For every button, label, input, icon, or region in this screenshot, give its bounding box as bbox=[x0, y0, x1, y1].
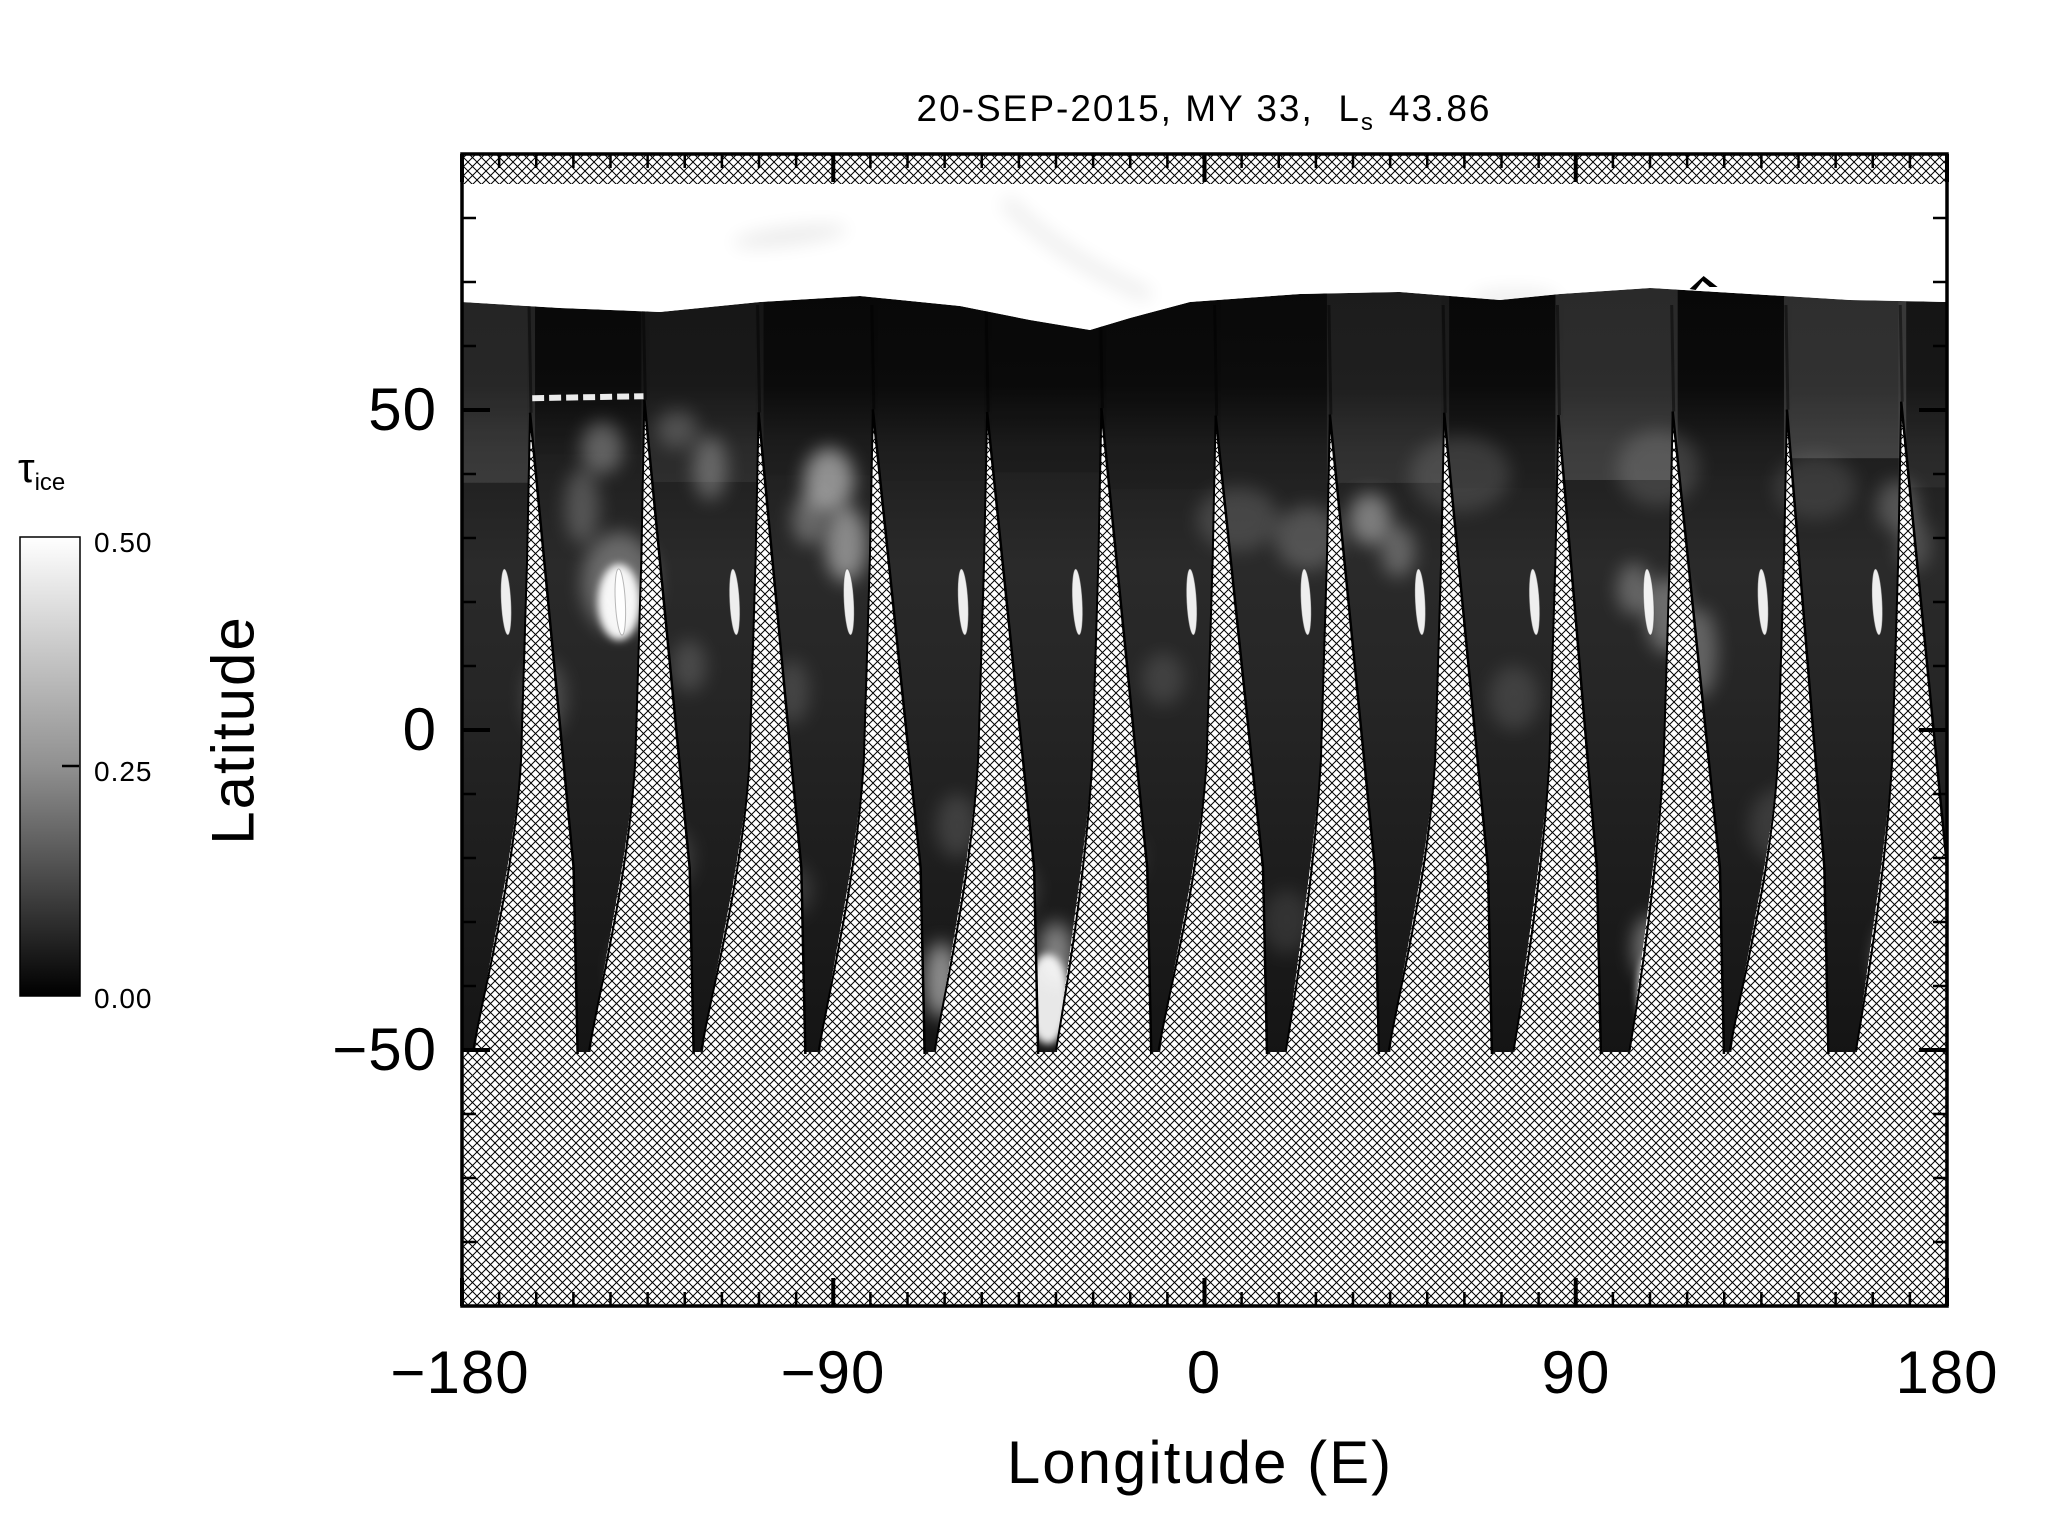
title-ls-value: 43.86 bbox=[1388, 88, 1492, 129]
x-tick-90: 90 bbox=[1541, 1339, 1611, 1406]
x-tick-m90: −90 bbox=[780, 1339, 886, 1406]
title-ls-subscript: s bbox=[1360, 109, 1375, 136]
colorbar-gradient-bar bbox=[19, 536, 81, 997]
plot-axes bbox=[460, 152, 1949, 1308]
x-tick-m180: −180 bbox=[390, 1339, 530, 1406]
y-tick-50: 50 bbox=[368, 376, 437, 443]
colorbar-title: τice bbox=[18, 444, 65, 496]
y-tick-0: 0 bbox=[402, 696, 437, 763]
map-plot-area bbox=[462, 154, 1947, 1306]
tau-symbol: τ bbox=[18, 444, 35, 491]
tau-ice-subscript: ice bbox=[34, 469, 66, 496]
colorbar-tick-min: 0.00 bbox=[94, 983, 153, 1014]
x-tick-180: 180 bbox=[1895, 1339, 1999, 1406]
colorbar-tick-max: 0.50 bbox=[94, 527, 153, 558]
colorbar-tick-mid: 0.25 bbox=[94, 756, 153, 787]
no-data-wedges bbox=[471, 399, 1947, 1087]
x-axis-label: Longitude (E) bbox=[1006, 1429, 1394, 1496]
y-tick-m50: −50 bbox=[332, 1016, 437, 1083]
title-date-my: 20-SEP-2015, MY 33, L bbox=[916, 88, 1361, 129]
plot-title: 20-SEP-2015, MY 33, Ls 43.86 bbox=[916, 88, 1492, 136]
x-tick-0: 0 bbox=[1186, 1339, 1222, 1406]
